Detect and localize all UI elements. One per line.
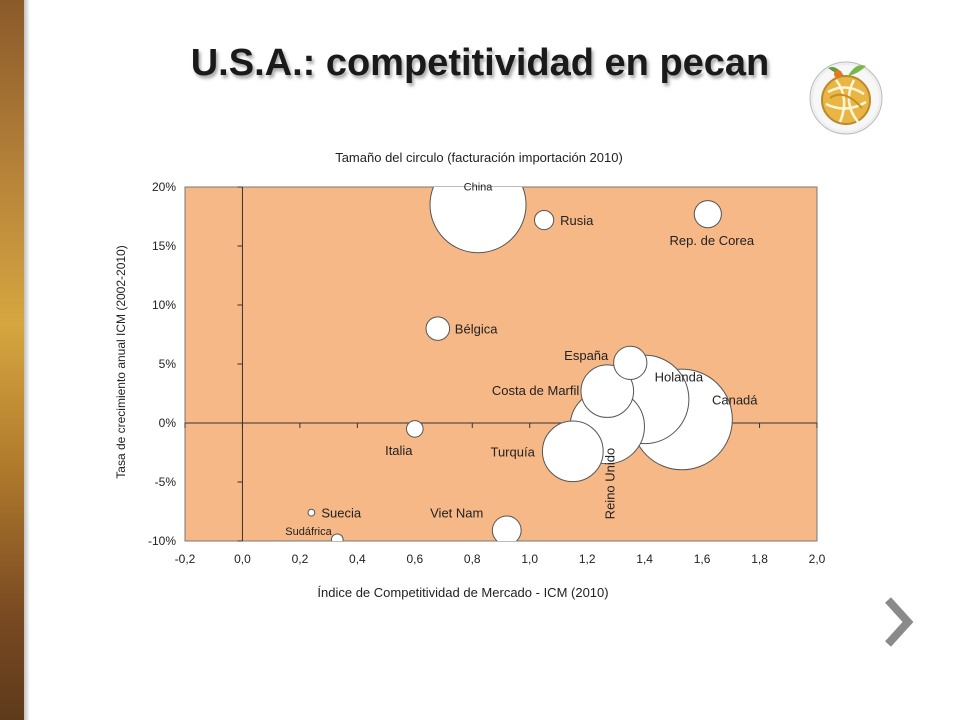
data-label: Canadá bbox=[712, 392, 758, 407]
data-label: Rep. de Corea bbox=[670, 233, 755, 248]
y-tick-label: -5% bbox=[155, 475, 177, 489]
x-tick-label: 1,2 bbox=[579, 552, 596, 566]
bubble bbox=[429, 187, 527, 254]
chevron-right-icon[interactable] bbox=[882, 596, 916, 648]
bubble bbox=[580, 364, 635, 418]
bubble bbox=[613, 345, 648, 380]
x-tick-label: 2,0 bbox=[809, 552, 826, 566]
slide-title: U.S.A.: competitividad en pecan bbox=[190, 42, 770, 84]
x-tick-label: 0,6 bbox=[406, 552, 423, 566]
y-tick-label: 5% bbox=[159, 357, 177, 371]
data-label: España bbox=[564, 348, 609, 363]
x-tick-label: 0,0 bbox=[234, 552, 251, 566]
data-label: Bélgica bbox=[455, 322, 498, 337]
data-label: Rusia bbox=[560, 213, 594, 228]
data-label: Suecia bbox=[321, 506, 362, 521]
x-tick-label: 0,4 bbox=[349, 552, 366, 566]
x-tick-label: 1,4 bbox=[636, 552, 653, 566]
data-label: Reino Unido bbox=[602, 448, 617, 520]
fruit-globe-logo-icon bbox=[809, 61, 883, 135]
bubble bbox=[307, 508, 316, 517]
data-label: Holanda bbox=[655, 369, 704, 384]
x-tick-label: 0,2 bbox=[292, 552, 309, 566]
bubble bbox=[330, 533, 344, 541]
x-tick-label: 1,0 bbox=[521, 552, 538, 566]
data-label: Costa de Marfil bbox=[492, 383, 580, 398]
x-tick-label: 0,8 bbox=[464, 552, 481, 566]
x-tick-label: -0,2 bbox=[175, 552, 196, 566]
data-label: Italia bbox=[385, 443, 413, 458]
x-tick-label: 1,6 bbox=[694, 552, 711, 566]
y-tick-label: 15% bbox=[152, 239, 176, 253]
bubble bbox=[541, 420, 604, 483]
left-decorative-bar bbox=[0, 0, 30, 720]
data-label: Viet Nam bbox=[430, 505, 483, 520]
bubble bbox=[491, 515, 522, 541]
y-tick-label: 0% bbox=[159, 416, 177, 430]
chart-title: Tamaño del circulo (facturación importac… bbox=[335, 150, 623, 165]
bubble bbox=[406, 420, 424, 438]
y-tick-label: 10% bbox=[152, 298, 176, 312]
y-axis-label: Tasa de crecimiento anual ICM (2002-2010… bbox=[114, 245, 128, 478]
data-label: China bbox=[464, 182, 494, 194]
data-label: Sudáfrica bbox=[285, 526, 332, 538]
bubble bbox=[425, 316, 451, 341]
x-tick-label: 1,8 bbox=[751, 552, 768, 566]
data-label: Turquía bbox=[490, 444, 535, 459]
bubble bbox=[693, 200, 722, 229]
x-axis-label: Índice de Competitividad de Mercado - IC… bbox=[317, 585, 608, 600]
y-tick-label: -10% bbox=[148, 534, 176, 548]
y-tick-label: 20% bbox=[152, 180, 176, 194]
bubble bbox=[533, 209, 555, 231]
